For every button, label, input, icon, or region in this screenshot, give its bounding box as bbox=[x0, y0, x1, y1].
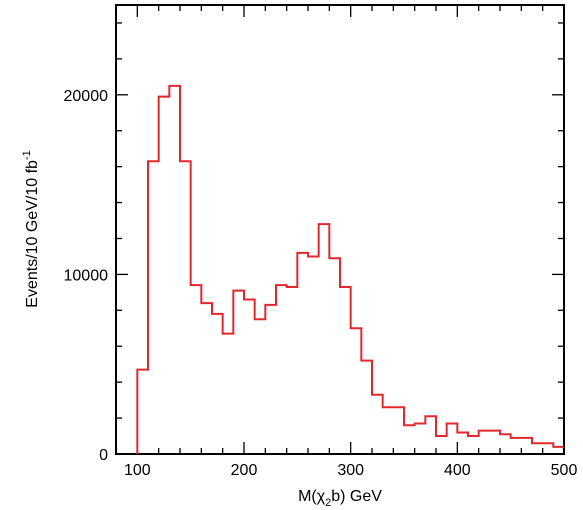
x-tick-label: 400 bbox=[444, 462, 471, 479]
y-tick-label: 10000 bbox=[64, 267, 109, 284]
axis-ticks bbox=[115, 5, 565, 455]
histogram-series-line bbox=[136, 84, 564, 454]
x-tick-label: 100 bbox=[124, 462, 151, 479]
x-tick-label: 300 bbox=[337, 462, 364, 479]
y-tick-label: 0 bbox=[99, 447, 108, 464]
x-axis-title: M(χ2b) GeV bbox=[298, 488, 382, 509]
plot-frame bbox=[115, 4, 565, 455]
x-tick-label: 500 bbox=[551, 462, 578, 479]
tick-labels: 100 200 300 400 500 0 10000 20000 bbox=[64, 88, 578, 479]
y-tick-label: 20000 bbox=[64, 88, 109, 105]
y-axis-title: Events/10 GeV/10 fb-1 bbox=[21, 150, 41, 307]
x-tick-label: 200 bbox=[231, 462, 258, 479]
